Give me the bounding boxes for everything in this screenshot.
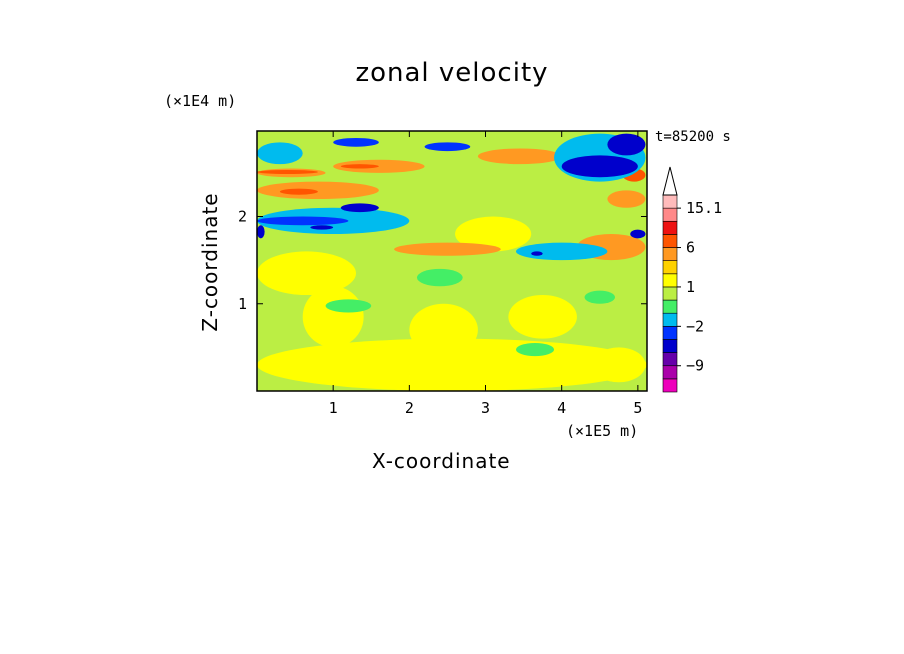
contour-region <box>416 268 463 287</box>
contour-region <box>310 225 334 230</box>
contour-region <box>477 148 562 165</box>
colorbar-swatch <box>662 352 678 367</box>
x-tick-label: 4 <box>557 399 566 417</box>
contour-region <box>394 242 501 256</box>
y-tick-label: 1 <box>238 295 247 313</box>
colorbar-swatch <box>662 378 678 393</box>
colorbar-swatch <box>662 365 678 380</box>
colorbar-tick-label: 15.1 <box>686 199 722 217</box>
contour-field <box>257 131 647 391</box>
contour-region <box>302 286 364 348</box>
colorbar-swatch <box>662 220 678 235</box>
contour-region <box>325 299 372 313</box>
colorbar-swatch <box>662 286 678 301</box>
y-tick-label: 2 <box>238 208 247 226</box>
x-axis-ticks: 1 2 3 4 5 <box>329 131 642 417</box>
contour-region <box>592 347 646 383</box>
colorbar-swatch <box>662 273 678 288</box>
colorbar-swatch <box>662 339 678 353</box>
contour-region <box>515 242 608 261</box>
contour-region <box>340 203 379 213</box>
contour-region <box>340 164 379 169</box>
colorbar-swatch <box>662 299 678 314</box>
y-unit-label: (×1E4 m) <box>164 92 237 110</box>
colorbar-swatch <box>662 234 678 248</box>
contour-region <box>257 142 303 165</box>
x-tick-label: 5 <box>633 399 642 417</box>
contour-region <box>409 303 478 357</box>
contour-region <box>508 295 577 339</box>
contour-region <box>257 170 318 175</box>
colorbar-swatch <box>662 207 678 222</box>
colorbar-swatch <box>662 312 678 327</box>
contour-region <box>257 181 379 200</box>
contour-region <box>607 133 646 156</box>
contour-region <box>279 188 318 195</box>
colorbar-tick-label: −9 <box>686 357 704 375</box>
plot-frame <box>256 130 648 392</box>
colorbar: 15.1 6 1 −2 −9 <box>662 166 722 393</box>
contour-region <box>515 343 555 357</box>
x-tick-label: 1 <box>329 399 338 417</box>
contour-region <box>630 229 646 239</box>
contour-region <box>455 216 532 252</box>
colorbar-tick-label: 6 <box>686 239 695 257</box>
contour-region <box>257 225 265 239</box>
y-axis-ticks: 12 <box>238 208 647 313</box>
contour-region <box>424 142 471 152</box>
x-axis-label: X-coordinate <box>372 449 511 473</box>
chart-title: zonal velocity <box>355 58 549 88</box>
colorbar-swatch <box>662 194 678 209</box>
colorbar-swatch <box>662 247 678 261</box>
contour-region <box>561 155 638 178</box>
colorbar-tick-label: −2 <box>686 317 704 335</box>
x-tick-label: 3 <box>481 399 490 417</box>
contour-region <box>257 251 357 296</box>
colorbar-extend-arrow <box>662 166 678 196</box>
contour-region <box>257 216 349 226</box>
contour-region <box>531 251 543 256</box>
colorbar-tick-label: 1 <box>686 278 695 296</box>
contour-region <box>584 290 616 304</box>
contour-region <box>607 190 646 208</box>
colorbar-swatch <box>662 326 678 340</box>
x-unit-label: (×1E5 m) <box>566 422 639 440</box>
x-tick-label: 2 <box>405 399 414 417</box>
contour-region <box>333 137 379 147</box>
time-label: t=85200 s <box>655 129 731 145</box>
colorbar-swatch <box>662 260 678 275</box>
